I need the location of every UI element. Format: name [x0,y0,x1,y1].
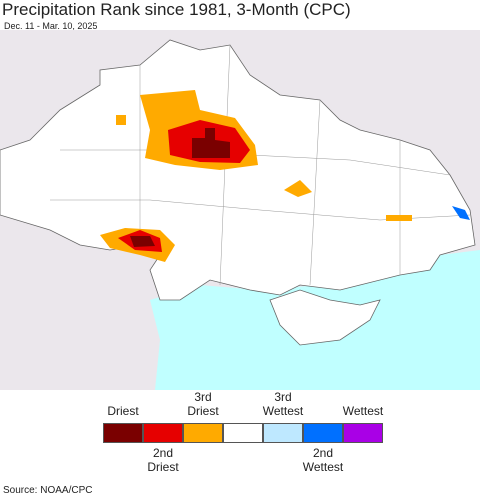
area [284,180,312,197]
legend-label: Driest [107,404,139,418]
legend-label: 3rd Wettest [262,390,304,418]
area [386,215,412,221]
legend-swatch [343,423,383,443]
legend-label: 2nd Driest [147,446,179,474]
area [130,236,155,247]
subtitle: Dec. 11 - Mar. 10, 2025 [4,21,98,31]
source: Source: NOAA/CPC [3,485,93,496]
legend-swatch [143,423,183,443]
area [116,115,126,125]
legend-label: Wettest [342,404,384,418]
area [192,128,230,158]
title: Precipitation Rank since 1981, 3-Month (… [2,0,351,19]
peninsula [269,289,381,346]
legend-swatch [183,423,223,443]
legend-label: 2nd Wettest [302,446,344,474]
map [0,30,480,390]
legend-swatch [103,423,143,443]
anomaly-areas [100,90,470,262]
legend-swatch [263,423,303,443]
legend-swatch [303,423,343,443]
legend-label: 3rd Driest [187,390,219,418]
legend-swatch [223,423,263,443]
area [452,206,470,220]
